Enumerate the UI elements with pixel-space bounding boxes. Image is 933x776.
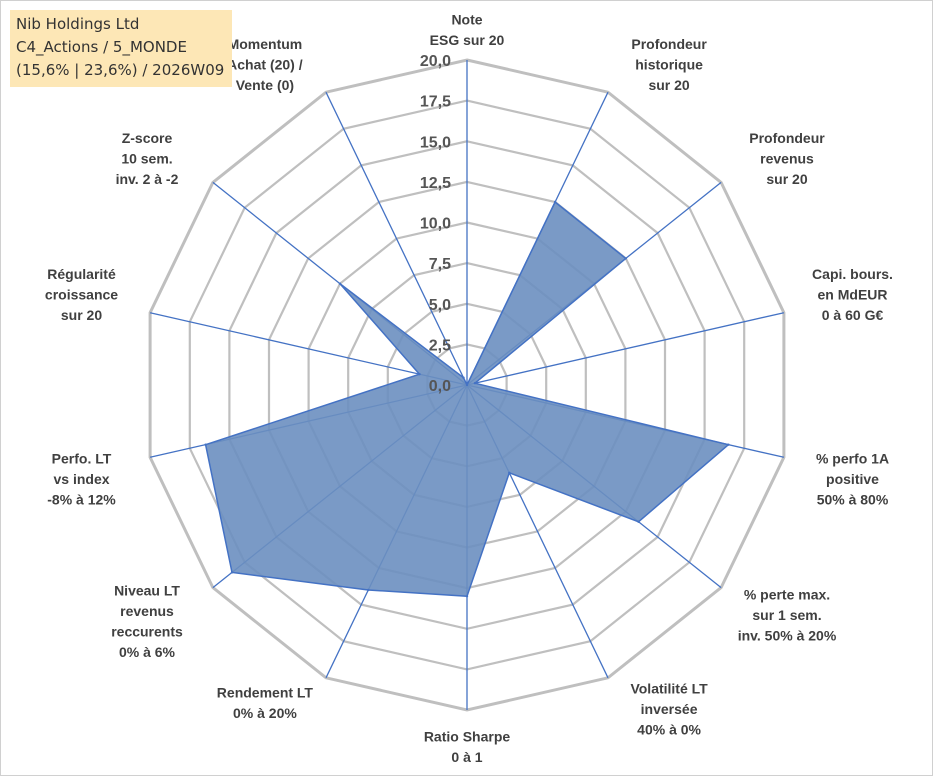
series-point (508, 471, 511, 474)
category-label-line: Capi. bours. (812, 266, 893, 282)
series-point (637, 520, 640, 523)
category-label-line: Ratio Sharpe (424, 729, 511, 745)
category-label: % perte max. sur 1 sem. inv. 50% à 20% (738, 587, 837, 644)
category-label: Ratio Sharpe 0 à 1 (424, 729, 511, 766)
axis-spoke (466, 312, 785, 386)
category-label: Profondeur historique sur 20 (631, 36, 707, 93)
category-label-line: inv. 50% à 20% (738, 628, 837, 644)
category-label-line: Régularité (47, 266, 116, 282)
tick-label: 5,0 (429, 297, 451, 314)
category-label-line: Note (451, 12, 482, 28)
category-label-line: historique (635, 56, 703, 72)
category-label-line: Profondeur (749, 130, 825, 146)
category-label-line: Rendement LT (217, 685, 314, 701)
tick-label: 0,0 (429, 378, 451, 395)
tick-layer: 0,0 2,5 5,0 7,5 10,0 12,5 15,0 17,5 20,0 (420, 53, 451, 395)
category-label-line: positive (826, 471, 879, 487)
category-label-line: Z-score (122, 130, 173, 146)
category-label-line: revenus (760, 151, 814, 167)
category-label: Niveau LT revenus reccurents 0% à 6% (111, 583, 183, 661)
category-label-line: -8% à 12% (47, 492, 116, 508)
title-box: Nib Holdings Ltd C4_Actions / 5_MONDE (1… (10, 10, 232, 87)
category-label-line: Niveau LT (114, 583, 180, 599)
category-label-line: 0% à 20% (233, 705, 297, 721)
series-layer (204, 200, 730, 598)
tick-label: 12,5 (420, 175, 451, 192)
axis-spoke (325, 91, 468, 386)
category-label-line: Volatilité LT (630, 681, 708, 697)
category-label-line: ESG sur 20 (430, 32, 505, 48)
category-label-line: Perfo. LT (52, 451, 112, 467)
category-label-line: 0% à 6% (119, 644, 176, 660)
series-point (624, 257, 627, 260)
series-point (367, 588, 370, 592)
category-label-line: % perte max. (744, 587, 830, 603)
category-label: Rendement LT 0% à 20% (217, 685, 314, 722)
series-point (465, 383, 469, 387)
category-path: C4_Actions / 5_MONDE (16, 38, 187, 56)
series-point (465, 595, 469, 598)
category-label-line: inv. 2 à -2 (116, 171, 179, 187)
tick-label: 15,0 (420, 134, 451, 151)
category-label-line: sur 20 (648, 77, 689, 93)
category-label: Z-score 10 sem. inv. 2 à -2 (116, 130, 179, 187)
series-point (338, 282, 342, 285)
category-label: Perfo. LT vs index -8% à 12% (47, 451, 116, 508)
period-info: (15,6% | 23,6%) / 2026W09 (16, 61, 225, 79)
tick-label: 2,5 (429, 337, 451, 354)
category-label-line: sur 20 (61, 307, 102, 323)
series-point (553, 200, 557, 204)
category-label-line: 10 sem. (121, 151, 172, 167)
category-label-line: revenus (120, 603, 174, 619)
series-point (418, 373, 421, 376)
series-point (473, 382, 477, 385)
tick-label: 17,5 (420, 94, 451, 111)
category-label: Momentum Achat (20) / Vente (0) (227, 36, 303, 93)
series-point (230, 571, 234, 574)
category-label-line: % perfo 1A (816, 451, 889, 467)
category-label-line: en MdEUR (818, 286, 888, 302)
category-label-line: inversée (641, 701, 698, 717)
tick-label: 20,0 (420, 53, 451, 70)
category-label: Capi. bours. en MdEUR 0 à 60 G€ (812, 266, 893, 323)
category-label-line: 0 à 1 (451, 749, 482, 765)
tick-label: 10,0 (420, 216, 451, 233)
category-label-line: Profondeur (631, 36, 707, 52)
category-label-line: croissance (45, 286, 118, 302)
axis-spoke (149, 312, 468, 386)
category-label-line: vs index (53, 471, 109, 487)
series-point (462, 376, 465, 379)
tick-label: 7,5 (429, 256, 451, 273)
category-label-line: 50% à 80% (817, 492, 889, 508)
category-label: Volatilité LT inversée 40% à 0% (630, 681, 708, 738)
category-label: % perfo 1A positive 50% à 80% (816, 451, 889, 508)
series-point (727, 443, 730, 446)
category-label-line: sur 20 (766, 171, 807, 187)
category-label-layer: Note ESG sur 20 Profondeur historique sur 20… (45, 12, 893, 766)
company-name: Nib Holdings Ltd (16, 15, 140, 33)
series-point (204, 443, 207, 446)
category-label-line: reccurents (111, 624, 183, 640)
category-label-line: sur 1 sem. (752, 607, 821, 623)
category-label-line: Vente (0) (236, 77, 294, 93)
category-label-line: 0 à 60 G€ (822, 307, 884, 323)
category-label-line: Achat (20) / (227, 56, 303, 72)
category-label: Note ESG sur 20 (430, 12, 505, 49)
category-label: Profondeur revenus sur 20 (749, 130, 825, 187)
category-label-line: 40% à 0% (637, 722, 701, 738)
category-label-line: Momentum (228, 36, 303, 52)
category-label: Régularité croissance sur 20 (45, 266, 118, 323)
